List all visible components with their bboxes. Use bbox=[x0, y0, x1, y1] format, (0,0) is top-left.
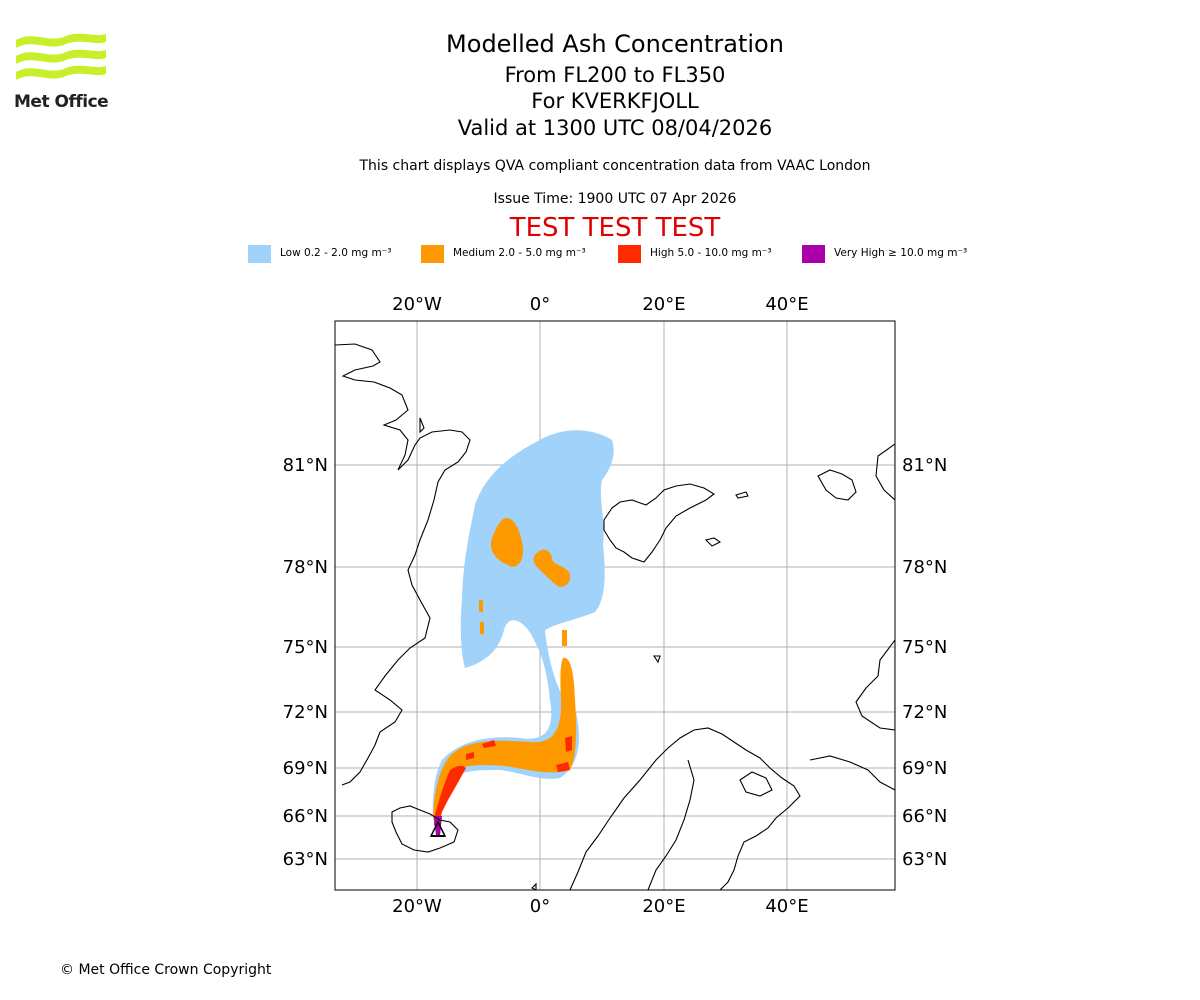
lon-label-top-1: 0° bbox=[530, 294, 550, 315]
legend-swatch-very-high bbox=[802, 245, 825, 263]
legend-label-medium: Medium 2.0 - 5.0 mg m⁻³ bbox=[453, 247, 586, 259]
gulf-of-bothnia-coast bbox=[647, 759, 695, 890]
lon-labels-bottom: 20°W 0° 20°E 40°E bbox=[392, 896, 808, 917]
island-east-svalbard bbox=[704, 537, 722, 547]
test-banner: TEST TEST TEST bbox=[509, 213, 721, 243]
flight-levels: From FL200 to FL350 bbox=[504, 63, 726, 87]
kvitoya-coast bbox=[735, 491, 749, 499]
lon-labels-top: 20°W 0° 20°E 40°E bbox=[392, 294, 808, 315]
lat-label-left-3: 72°N bbox=[283, 702, 328, 723]
coastlines bbox=[335, 343, 895, 890]
lat-label-left-4: 69°N bbox=[283, 758, 328, 779]
lat-label-right-3: 72°N bbox=[902, 702, 947, 723]
ash-medium-region bbox=[433, 518, 577, 818]
lat-labels-left: 81°N 78°N 75°N 72°N 69°N 66°N 63°N bbox=[283, 455, 328, 870]
lon-label-top-0: 20°W bbox=[392, 294, 442, 315]
ash-high-region bbox=[434, 736, 572, 826]
lat-label-right-2: 75°N bbox=[902, 637, 947, 658]
legend-swatch-low bbox=[248, 245, 271, 263]
franz-josef-coast bbox=[817, 469, 857, 501]
legend-swatch-high bbox=[618, 245, 641, 263]
lat-labels-right: 81°N 78°N 75°N 72°N 69°N 66°N 63°N bbox=[902, 455, 947, 870]
lat-label-right-6: 63°N bbox=[902, 849, 947, 870]
ash-very-high-region bbox=[434, 816, 442, 836]
iceland-coast bbox=[391, 805, 459, 853]
met-office-logo: Met Office bbox=[14, 30, 109, 112]
russia-coast bbox=[809, 755, 895, 791]
franz-josef-east-coast bbox=[875, 443, 895, 501]
chart-description: This chart displays QVA compliant concen… bbox=[359, 158, 871, 174]
greenland-coast bbox=[335, 343, 471, 786]
bear-island bbox=[652, 655, 661, 664]
greenland-island bbox=[419, 417, 425, 434]
volcano-marker-icon bbox=[429, 820, 447, 837]
lat-label-left-2: 75°N bbox=[283, 637, 328, 658]
validity-time: Valid at 1300 UTC 08/04/2026 bbox=[457, 116, 773, 140]
map-frame bbox=[334, 320, 896, 891]
lon-label-top-3: 40°E bbox=[765, 294, 808, 315]
lat-label-left-1: 78°N bbox=[283, 557, 328, 578]
lat-label-right-1: 78°N bbox=[902, 557, 947, 578]
kola-coast bbox=[739, 771, 773, 797]
scandinavia-coast bbox=[569, 727, 801, 890]
svalbard-coast bbox=[603, 483, 715, 563]
volcano-name: For KVERKFJOLL bbox=[531, 89, 699, 113]
legend-label-very-high: Very High ≥ 10.0 mg m⁻³ bbox=[834, 247, 968, 259]
legend-label-high: High 5.0 - 10.0 mg m⁻³ bbox=[650, 247, 772, 259]
lat-label-right-0: 81°N bbox=[902, 455, 947, 476]
copyright-notice: © Met Office Crown Copyright bbox=[60, 962, 272, 978]
lat-label-right-5: 66°N bbox=[902, 806, 947, 827]
logo-text: Met Office bbox=[14, 92, 109, 112]
lon-label-top-2: 20°E bbox=[642, 294, 685, 315]
shetland-coast bbox=[531, 882, 537, 890]
lon-label-bottom-0: 20°W bbox=[392, 896, 442, 917]
lat-label-right-4: 69°N bbox=[902, 758, 947, 779]
novaya-zemlya-coast bbox=[855, 639, 895, 731]
lat-label-left-5: 66°N bbox=[283, 806, 328, 827]
legend-label-low: Low 0.2 - 2.0 mg m⁻³ bbox=[280, 247, 392, 259]
lat-label-left-0: 81°N bbox=[283, 455, 328, 476]
graticule bbox=[335, 321, 895, 890]
chart-title: Modelled Ash Concentration bbox=[446, 30, 784, 58]
lon-label-bottom-1: 0° bbox=[530, 896, 550, 917]
lon-label-bottom-3: 40°E bbox=[765, 896, 808, 917]
legend-swatch-medium bbox=[421, 245, 444, 263]
met-office-waves-icon bbox=[16, 33, 106, 80]
lat-label-left-6: 63°N bbox=[283, 849, 328, 870]
lon-label-bottom-2: 20°E bbox=[642, 896, 685, 917]
issue-time: Issue Time: 1900 UTC 07 Apr 2026 bbox=[493, 191, 737, 207]
